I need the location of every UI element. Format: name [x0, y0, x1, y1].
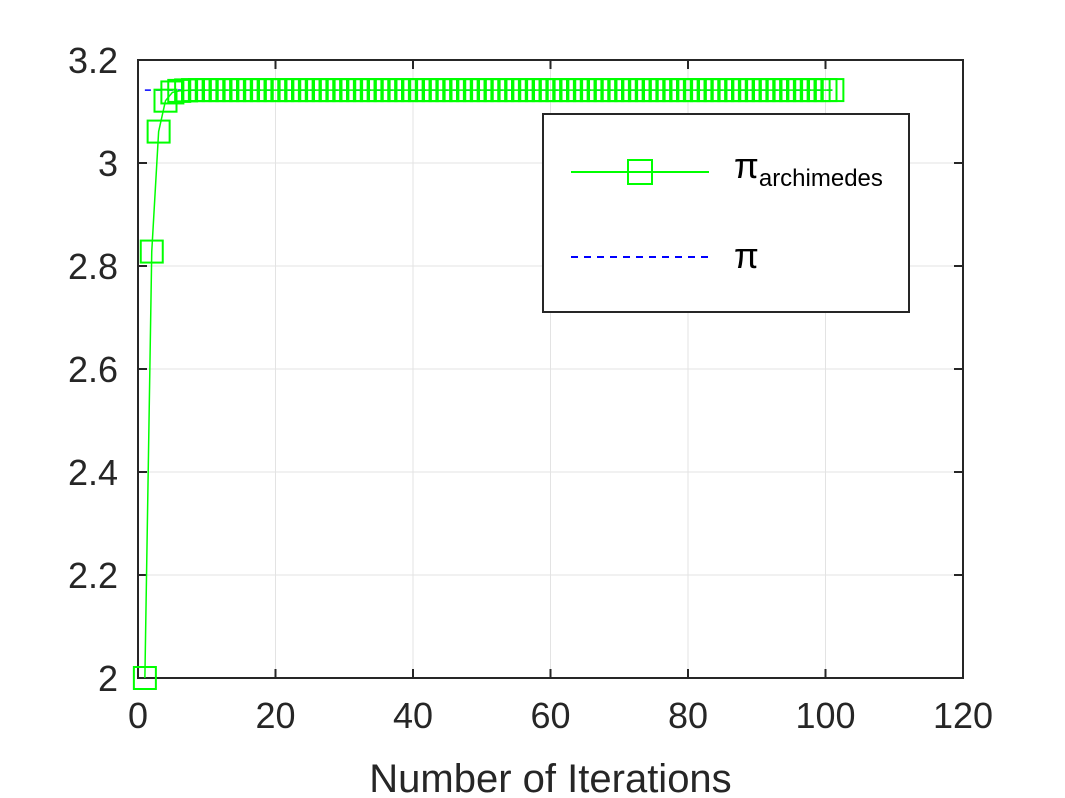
x-axis-label: Number of Iterations	[369, 757, 731, 798]
x-tick-label: 0	[128, 695, 148, 736]
y-tick-label: 2.4	[68, 452, 118, 493]
legend-label-archimedes: πarchimedes	[734, 145, 883, 192]
legend-label-archimedes-sub: archimedes	[759, 165, 883, 192]
x-tick-label: 60	[530, 695, 570, 736]
x-tick-label: 20	[255, 695, 295, 736]
y-tick-label: 2.8	[68, 246, 118, 287]
legend-marker-archimedes	[627, 159, 653, 185]
x-tick-label: 100	[795, 695, 855, 736]
y-tick-label: 2.6	[68, 349, 118, 390]
data-point-marker	[132, 666, 157, 690]
x-tick-label: 40	[393, 695, 433, 736]
axis-ticks: 0 20 40 60 80 100 120 2 2.2 2.4 2.6 2.8 3 3.2	[68, 40, 993, 736]
data-point-marker	[820, 78, 845, 103]
y-tick-label: 2	[98, 658, 118, 699]
x-tick-label: 80	[668, 695, 708, 736]
data-point-marker	[160, 80, 185, 105]
y-tick-label: 3	[98, 143, 118, 184]
data-point-marker	[139, 239, 164, 264]
data-point-marker	[146, 119, 171, 144]
legend-label-archimedes-main: π	[734, 145, 759, 186]
y-tick-label: 2.2	[68, 555, 118, 596]
legend-box	[542, 113, 910, 313]
legend-label-pi: π	[734, 235, 759, 276]
series-layer	[132, 78, 845, 690]
x-tick-label: 120	[933, 695, 993, 736]
legend-label-pi-main: π	[734, 235, 759, 276]
y-tick-label: 3.2	[68, 40, 118, 81]
legend: πarchimedes π	[542, 113, 910, 313]
